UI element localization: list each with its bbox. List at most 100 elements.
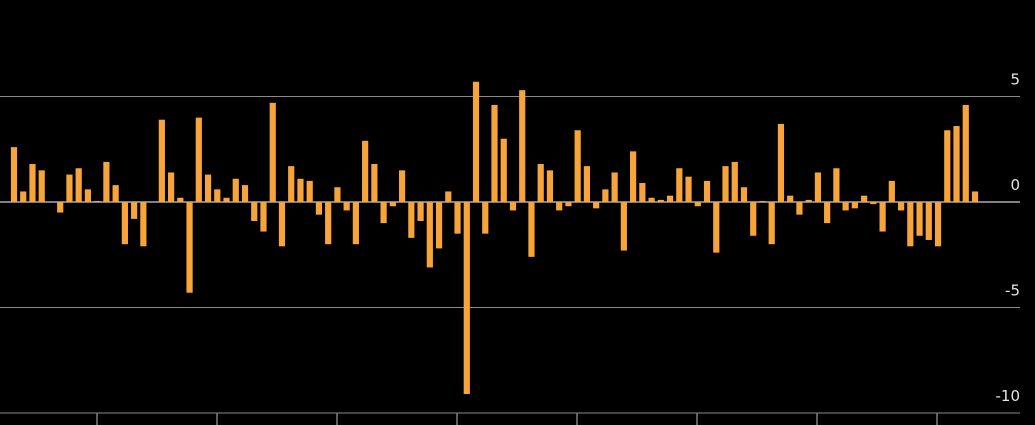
bar bbox=[112, 185, 119, 202]
bar bbox=[546, 170, 554, 202]
bar bbox=[232, 178, 239, 202]
bar bbox=[435, 202, 443, 249]
bar bbox=[241, 185, 249, 202]
bar bbox=[528, 202, 535, 257]
bar bbox=[195, 117, 202, 202]
bar bbox=[962, 104, 969, 202]
bar bbox=[352, 202, 359, 245]
bar bbox=[925, 202, 932, 240]
bar bbox=[509, 202, 517, 211]
bar bbox=[787, 195, 794, 202]
bar bbox=[657, 199, 664, 202]
bar bbox=[57, 202, 64, 213]
bar bbox=[177, 197, 184, 202]
bar bbox=[306, 180, 313, 202]
bar bbox=[426, 202, 433, 268]
bar bbox=[103, 161, 110, 202]
bar bbox=[167, 172, 175, 202]
bar bbox=[140, 202, 147, 247]
bar bbox=[916, 202, 923, 236]
bar bbox=[297, 178, 304, 202]
bar bbox=[251, 202, 258, 221]
bar bbox=[796, 202, 803, 215]
bar bbox=[10, 147, 18, 202]
bar bbox=[713, 202, 720, 253]
bar bbox=[620, 202, 627, 251]
bar bbox=[851, 202, 858, 209]
bar bbox=[214, 189, 221, 202]
bar bbox=[288, 166, 295, 202]
bar bbox=[260, 202, 267, 232]
bar bbox=[343, 202, 350, 211]
bar bbox=[907, 202, 914, 247]
bar bbox=[334, 187, 341, 202]
bar bbox=[463, 202, 470, 395]
bar bbox=[20, 191, 27, 202]
bar bbox=[75, 168, 82, 202]
bar bbox=[537, 164, 544, 202]
bar bbox=[934, 202, 942, 247]
bar bbox=[482, 202, 489, 234]
bar bbox=[639, 183, 646, 202]
bar bbox=[731, 161, 738, 202]
bar bbox=[750, 202, 757, 236]
bar bbox=[648, 197, 655, 202]
bar bbox=[833, 168, 840, 202]
bar bbox=[269, 102, 276, 202]
bar bbox=[630, 151, 637, 202]
bar bbox=[759, 200, 766, 202]
bar bbox=[611, 172, 618, 202]
bar bbox=[861, 195, 868, 202]
bar bbox=[500, 138, 507, 202]
bar bbox=[362, 140, 369, 202]
bar bbox=[685, 176, 692, 202]
bar bbox=[777, 123, 785, 202]
bar bbox=[29, 164, 36, 202]
bar bbox=[593, 202, 600, 209]
bar bbox=[472, 81, 480, 202]
bar bbox=[842, 202, 849, 211]
bar bbox=[278, 202, 286, 247]
bar bbox=[944, 130, 951, 202]
bar bbox=[666, 195, 674, 202]
bar bbox=[389, 202, 396, 207]
bar bbox=[676, 168, 683, 202]
bar bbox=[38, 170, 45, 202]
bar bbox=[768, 202, 775, 245]
y-tick-label: 0 bbox=[1010, 176, 1020, 194]
bar bbox=[445, 191, 452, 202]
bar bbox=[879, 202, 886, 232]
bar bbox=[66, 174, 73, 202]
bar bbox=[574, 130, 581, 202]
bar bbox=[121, 202, 128, 245]
bar bbox=[971, 191, 979, 202]
bar bbox=[602, 189, 609, 202]
bar bbox=[454, 202, 461, 234]
bar bbox=[824, 202, 831, 224]
bar bbox=[158, 119, 165, 202]
bar bbox=[315, 202, 323, 215]
bar bbox=[223, 197, 230, 202]
bar bbox=[953, 126, 960, 202]
bar bbox=[722, 166, 729, 202]
bar bbox=[565, 202, 572, 207]
bar bbox=[583, 166, 591, 202]
bar bbox=[805, 199, 812, 202]
bar bbox=[491, 104, 498, 202]
y-tick-label: -10 bbox=[996, 387, 1021, 405]
y-tick-label: -5 bbox=[1005, 282, 1020, 300]
bar bbox=[398, 170, 406, 202]
bar bbox=[186, 202, 193, 293]
bar bbox=[740, 187, 748, 202]
bar bbox=[888, 180, 895, 202]
bar bbox=[84, 189, 92, 202]
bar bbox=[94, 200, 101, 202]
bar bbox=[204, 174, 212, 202]
bar bbox=[897, 202, 905, 211]
bar bbox=[870, 202, 877, 205]
bar bbox=[417, 202, 424, 221]
bar bbox=[703, 180, 711, 202]
bar bbox=[814, 172, 822, 202]
